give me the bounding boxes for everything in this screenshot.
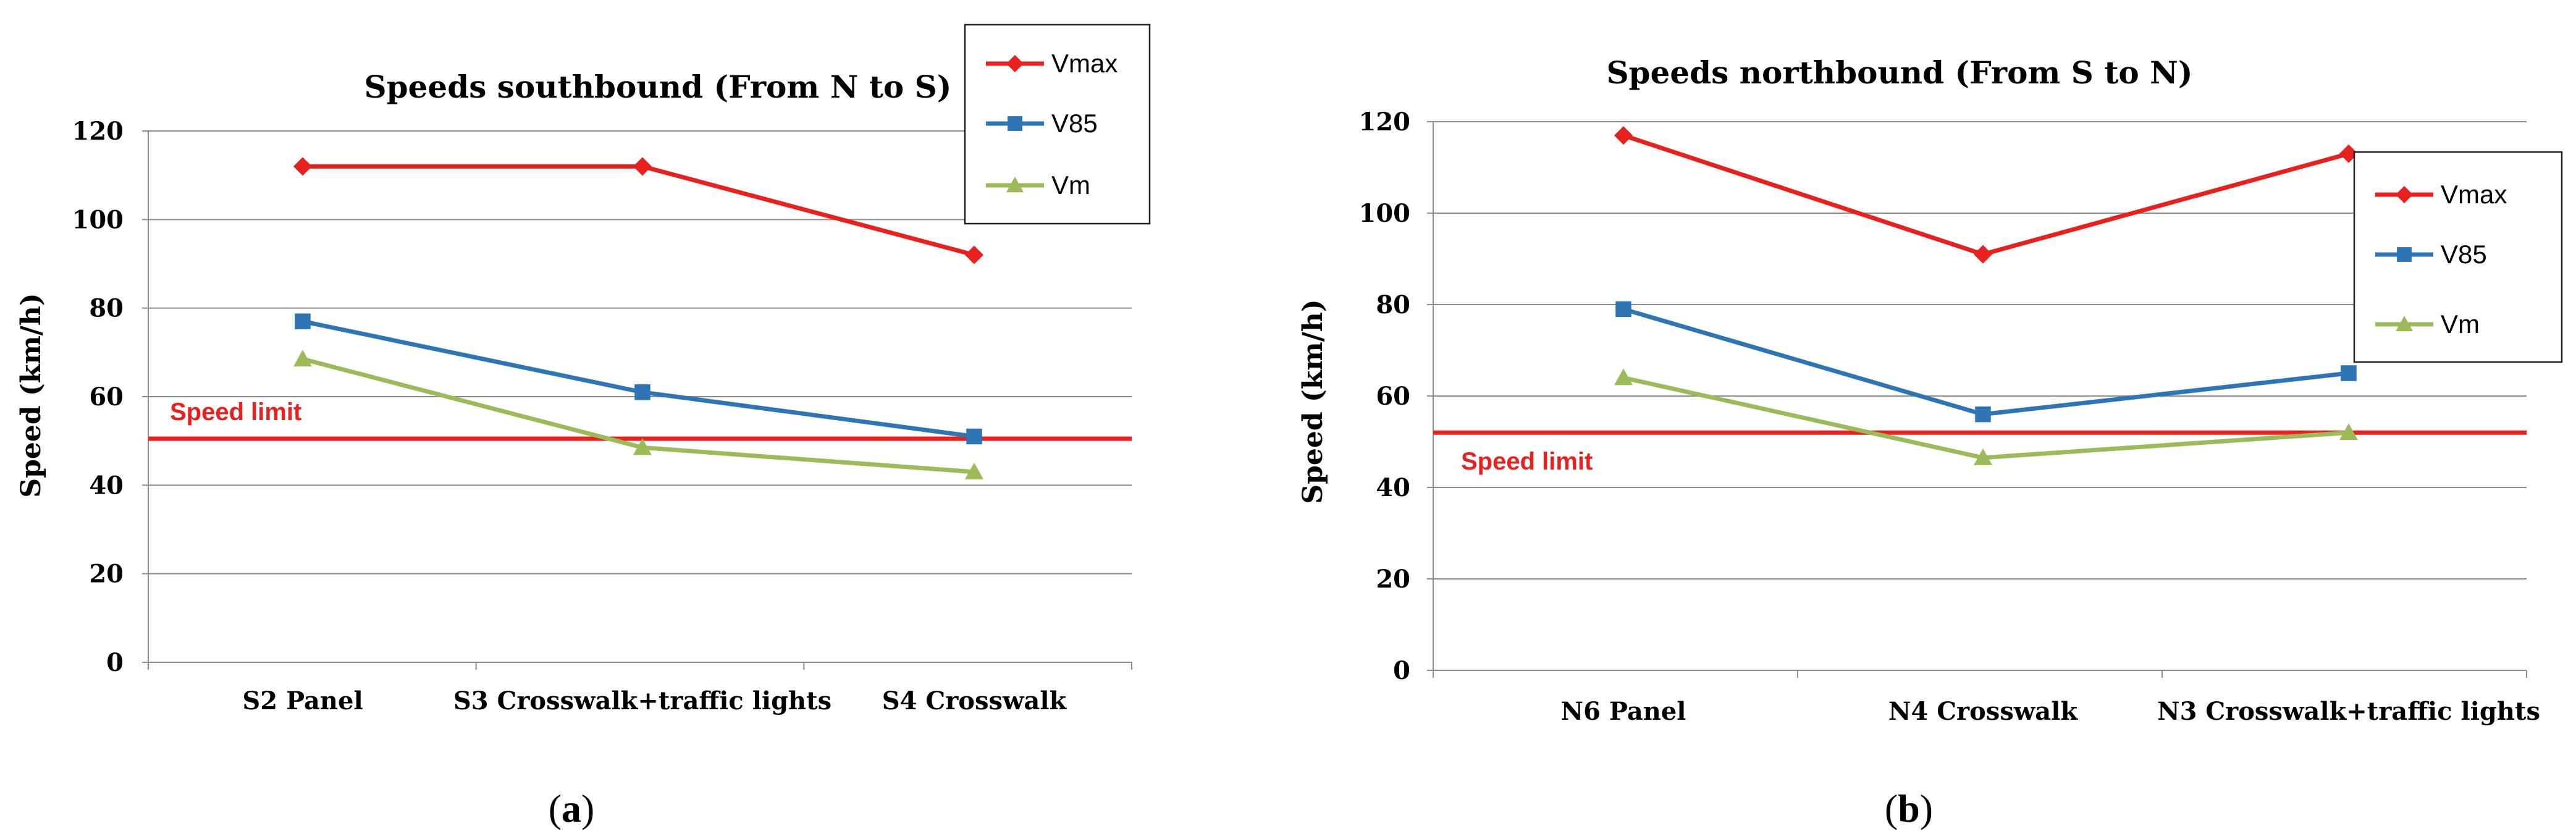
legend-marker-vm [2396, 316, 2413, 332]
data-point-vm [633, 438, 652, 455]
y-tick-label: 0 [106, 648, 124, 677]
legend-label-v85: V85 [1051, 109, 1098, 138]
y-tick-label: 60 [1376, 382, 1410, 411]
legend-marker-v85 [2397, 247, 2412, 262]
legend: Vmax V85 Vm [964, 23, 1151, 225]
legend-label-vmax: Vmax [2441, 180, 2507, 209]
y-tick-label: 20 [1376, 565, 1410, 594]
data-point-vm [2339, 423, 2358, 441]
series-line-v85 [302, 319, 975, 439]
chart-northbound: Speeds northbound (From S to N) Speed (k… [1297, 54, 2563, 830]
x-tick-label: S4 Crosswalk [882, 686, 1067, 715]
y-axis-label: Speed (km/h) [1297, 299, 1329, 504]
legend-marker-vmax [1006, 55, 1024, 72]
x-tick-label: N4 Crosswalk [1888, 697, 2078, 726]
legend-marker-vm [1006, 177, 1024, 193]
caption: (a) [549, 786, 595, 830]
series-line-vmax [303, 164, 975, 258]
x-tick-label: N6 Panel [1561, 697, 1686, 726]
x-tick-label: S3 Crosswalk+traffic lights [453, 686, 831, 715]
y-axis-label: Speed (km/h) [15, 293, 47, 497]
y-tick-label: 120 [72, 117, 124, 146]
legend-marker-vmax [2396, 186, 2413, 203]
data-point-vmax [293, 157, 312, 176]
data-point-v85 [966, 428, 982, 445]
series-line-vmax [1622, 133, 2349, 257]
data-point-vmax [633, 157, 652, 176]
data-point-v85 [1615, 301, 1631, 318]
speed-limit-label: Speed limit [1461, 448, 1593, 475]
legend: Vmax V85 Vm [2353, 151, 2563, 363]
chart-title: Speeds northbound (From S to N) [1606, 54, 2192, 91]
y-tick-label: 0 [1393, 656, 1410, 685]
y-tick-label: 40 [1376, 473, 1410, 502]
data-point-vm [965, 462, 983, 479]
data-point-vm [1614, 368, 1633, 386]
legend-label-vm: Vm [1051, 171, 1090, 200]
data-point-v85 [1975, 406, 1991, 423]
y-tick-label: 100 [1359, 199, 1411, 228]
legend-label-vmax: Vmax [1051, 49, 1118, 78]
data-point-vm [1974, 448, 1992, 465]
x-tick-label: N3 Crosswalk+traffic lights [2157, 697, 2540, 726]
chart-title: Speeds southbound (From N to S) [364, 69, 952, 105]
y-tick-label: 80 [1376, 290, 1410, 319]
y-tick-label: 100 [72, 205, 124, 234]
y-tick-label: 20 [89, 560, 124, 589]
data-point-v85 [634, 384, 650, 400]
x-tick-label: S2 Panel [242, 686, 363, 715]
data-point-vmax [1614, 126, 1633, 145]
series-line-v85 [1623, 307, 2349, 417]
legend-marker-v85 [1008, 116, 1022, 131]
y-tick-label: 40 [89, 471, 124, 500]
y-tick-label: 80 [89, 294, 124, 323]
series-line-vm [302, 356, 975, 474]
data-point-v85 [2341, 365, 2357, 381]
y-tick-label: 60 [89, 382, 124, 411]
data-point-vmax [1974, 245, 1992, 264]
legend-label-vm: Vm [2441, 310, 2480, 339]
data-point-vm [293, 350, 312, 367]
speed-limit-label: Speed limit [170, 398, 301, 426]
legend-box [2353, 151, 2563, 363]
legend-label-v85: V85 [2441, 240, 2487, 269]
data-point-vmax [965, 245, 983, 264]
caption: (b) [1885, 786, 1933, 830]
chart-southbound: Speeds southbound (From N to S) Speed (k… [15, 23, 1151, 830]
y-tick-label: 120 [1359, 108, 1411, 137]
data-point-v85 [295, 313, 311, 329]
data-point-vmax [2339, 144, 2358, 163]
